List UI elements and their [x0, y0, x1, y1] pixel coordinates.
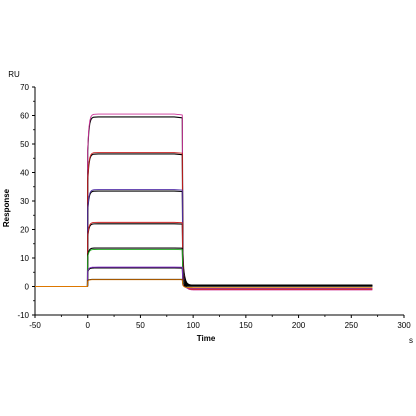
series-line-4 [35, 152, 373, 290]
series-line-10 [35, 248, 373, 289]
y-tick-label: 20 [20, 226, 29, 235]
x-tick-label: 300 [397, 321, 411, 330]
y-tick-label: 10 [20, 254, 29, 263]
y-tick-label: 30 [20, 197, 29, 206]
x-tick-label: -50 [29, 321, 41, 330]
series-line-2 [35, 113, 373, 291]
series-line-9 [35, 247, 373, 288]
axes: -10 0 10 20 30 40 50 60 70 -50 0 50 100 150 200 250 300 [17, 83, 411, 330]
x-tick-label: 50 [136, 321, 145, 330]
x-tick-label: 0 [85, 321, 90, 330]
series-line-1 [35, 116, 373, 288]
y-tick-label: 50 [20, 140, 29, 149]
x-tick-label: 100 [186, 321, 200, 330]
y-tick-label: 40 [20, 169, 29, 178]
x-unit-label: s [409, 336, 413, 345]
series-line-5 [35, 190, 373, 288]
y-tick-label: -10 [17, 311, 29, 320]
series-line-8 [35, 221, 373, 290]
series-layer [35, 113, 373, 291]
series-line-3 [35, 153, 373, 288]
y-unit-label: RU [8, 70, 20, 79]
y-tick-label: 70 [20, 83, 29, 92]
x-axis-title: Time [197, 334, 216, 343]
x-tick-label: 150 [239, 321, 253, 330]
y-axis-title: Response [2, 188, 11, 227]
x-tick-label: 200 [292, 321, 306, 330]
y-tick-label: 60 [20, 112, 29, 121]
series-line-7 [35, 223, 373, 288]
series-line-11 [35, 267, 373, 288]
y-tick-label: 0 [25, 283, 30, 292]
series-line-6 [35, 189, 373, 290]
x-tick-label: 250 [345, 321, 359, 330]
series-line-14 [35, 279, 373, 289]
